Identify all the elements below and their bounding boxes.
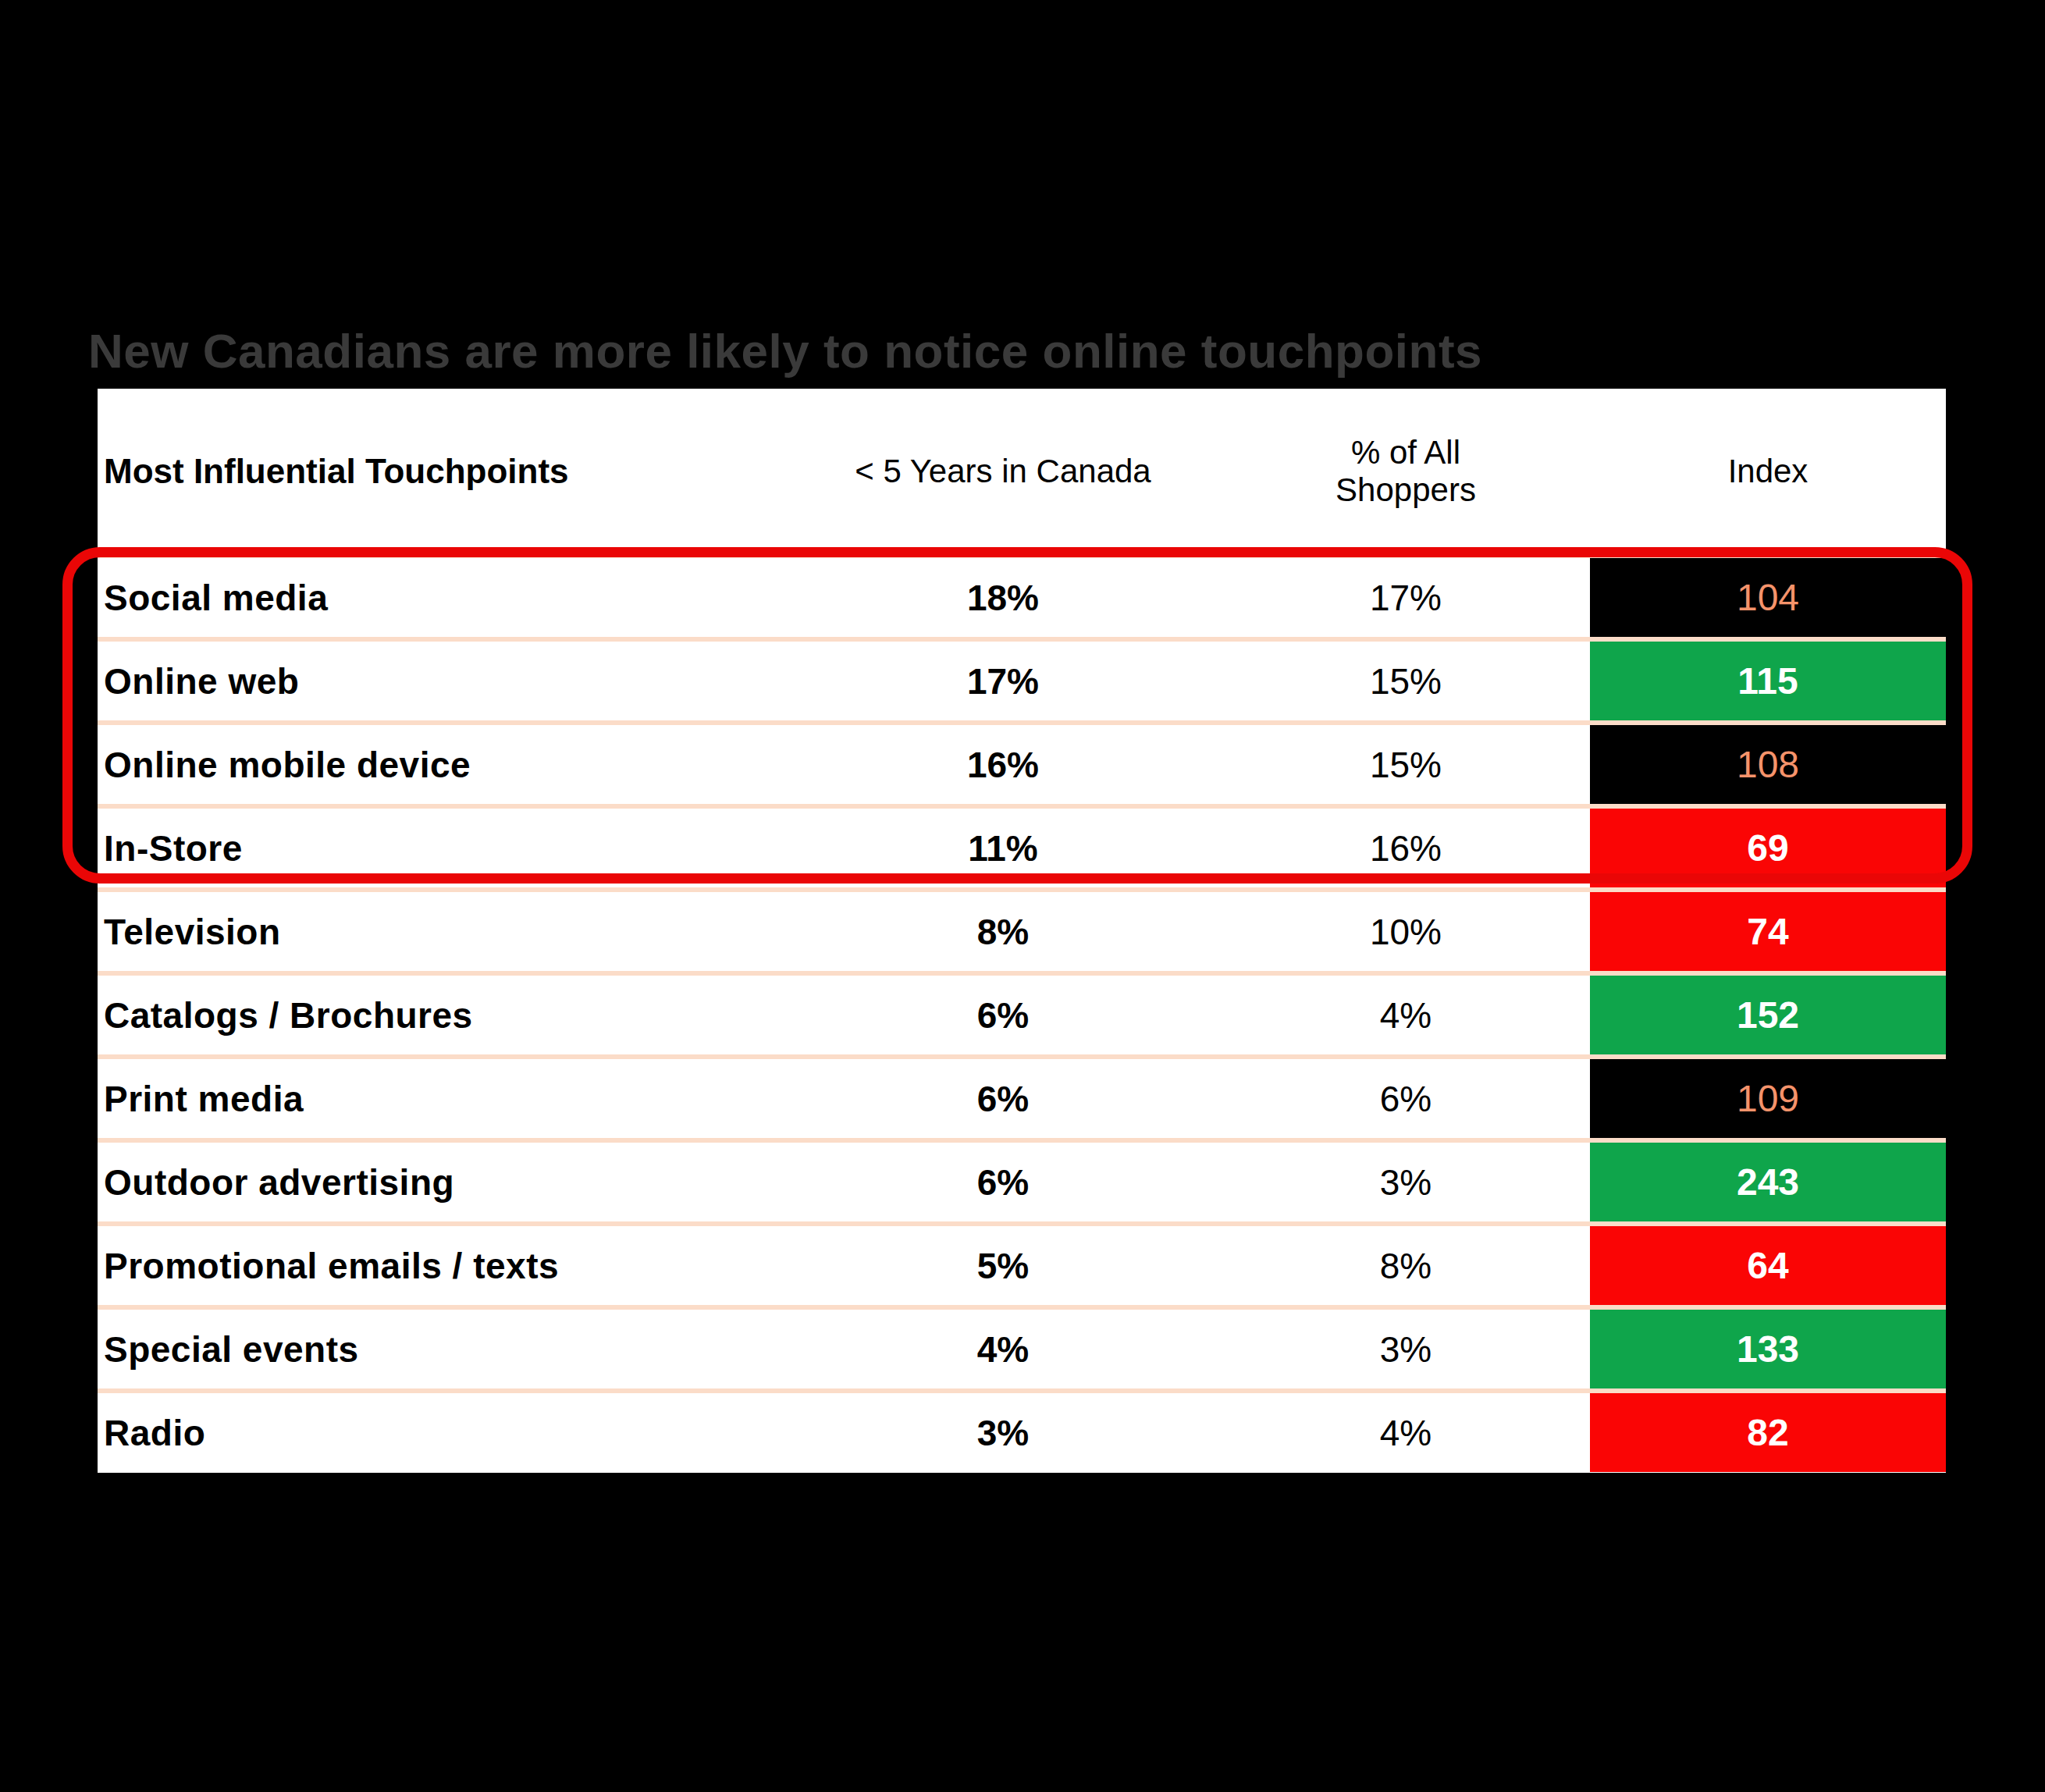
lt5-years-value: 5% <box>784 1226 1222 1305</box>
table-row: Online web 17% 15% 115 <box>98 637 1946 720</box>
table-row: Social media 18% 17% 104 <box>98 553 1946 637</box>
index-value: 74 <box>1590 892 1946 971</box>
index-value: 69 <box>1590 809 1946 887</box>
table-row: Print media 6% 6% 109 <box>98 1054 1946 1138</box>
index-value: 82 <box>1590 1393 1946 1472</box>
touchpoint-label: Online mobile device <box>98 725 784 804</box>
touchpoint-label: Television <box>98 892 784 971</box>
table-row: Special events 4% 3% 133 <box>98 1305 1946 1388</box>
touchpoint-label: Online web <box>98 642 784 720</box>
lt5-years-value: 4% <box>784 1310 1222 1388</box>
lt5-years-value: 6% <box>784 976 1222 1054</box>
lt5-years-value: 3% <box>784 1393 1222 1472</box>
lt5-years-value: 6% <box>784 1143 1222 1221</box>
column-header-touchpoints: Most Influential Touchpoints <box>98 452 784 490</box>
index-value: 109 <box>1590 1059 1946 1138</box>
table-row: Outdoor advertising 6% 3% 243 <box>98 1138 1946 1221</box>
table-row: Television 8% 10% 74 <box>98 887 1946 971</box>
touchpoint-label: Special events <box>98 1310 784 1388</box>
all-shoppers-value: 16% <box>1222 809 1590 887</box>
touchpoint-label: Radio <box>98 1393 784 1472</box>
lt5-years-value: 8% <box>784 892 1222 971</box>
index-value: 152 <box>1590 976 1946 1054</box>
index-value: 104 <box>1590 558 1946 637</box>
all-shoppers-value: 4% <box>1222 976 1590 1054</box>
touchpoint-label: Print media <box>98 1059 784 1138</box>
index-value: 243 <box>1590 1143 1946 1221</box>
lt5-years-value: 17% <box>784 642 1222 720</box>
lt5-years-value: 18% <box>784 558 1222 637</box>
table-row: Radio 3% 4% 82 <box>98 1388 1946 1472</box>
index-value: 64 <box>1590 1226 1946 1305</box>
all-shoppers-value: 3% <box>1222 1310 1590 1388</box>
index-value: 133 <box>1590 1310 1946 1388</box>
touchpoint-label: Outdoor advertising <box>98 1143 784 1221</box>
all-shoppers-value: 3% <box>1222 1143 1590 1221</box>
table-header-row: Most Influential Touchpoints < 5 Years i… <box>98 389 1946 553</box>
all-shoppers-value: 6% <box>1222 1059 1590 1138</box>
touchpoints-table: Most Influential Touchpoints < 5 Years i… <box>98 389 1946 1473</box>
table-row: Online mobile device 16% 15% 108 <box>98 720 1946 804</box>
all-shoppers-value: 15% <box>1222 725 1590 804</box>
all-shoppers-value: 15% <box>1222 642 1590 720</box>
lt5-years-value: 11% <box>784 809 1222 887</box>
all-shoppers-value: 8% <box>1222 1226 1590 1305</box>
column-header-index: Index <box>1590 453 1946 489</box>
all-shoppers-value: 17% <box>1222 558 1590 637</box>
all-shoppers-value: 10% <box>1222 892 1590 971</box>
touchpoint-label: Social media <box>98 558 784 637</box>
infographic-canvas: New Canadians are more likely to notice … <box>0 0 2045 1792</box>
chart-title: New Canadians are more likely to notice … <box>88 323 1961 379</box>
lt5-years-value: 16% <box>784 725 1222 804</box>
table-row: In-Store 11% 16% 69 <box>98 804 1946 887</box>
column-header-all-shoppers: % of All Shoppers <box>1222 434 1590 507</box>
table-row: Catalogs / Brochures 6% 4% 152 <box>98 971 1946 1054</box>
index-value: 115 <box>1590 642 1946 720</box>
touchpoint-label: In-Store <box>98 809 784 887</box>
table-row: Promotional emails / texts 5% 8% 64 <box>98 1221 1946 1305</box>
index-value: 108 <box>1590 725 1946 804</box>
touchpoint-label: Catalogs / Brochures <box>98 976 784 1054</box>
touchpoint-label: Promotional emails / texts <box>98 1226 784 1305</box>
column-header-lt5-years: < 5 Years in Canada <box>784 453 1222 489</box>
lt5-years-value: 6% <box>784 1059 1222 1138</box>
all-shoppers-value: 4% <box>1222 1393 1590 1472</box>
